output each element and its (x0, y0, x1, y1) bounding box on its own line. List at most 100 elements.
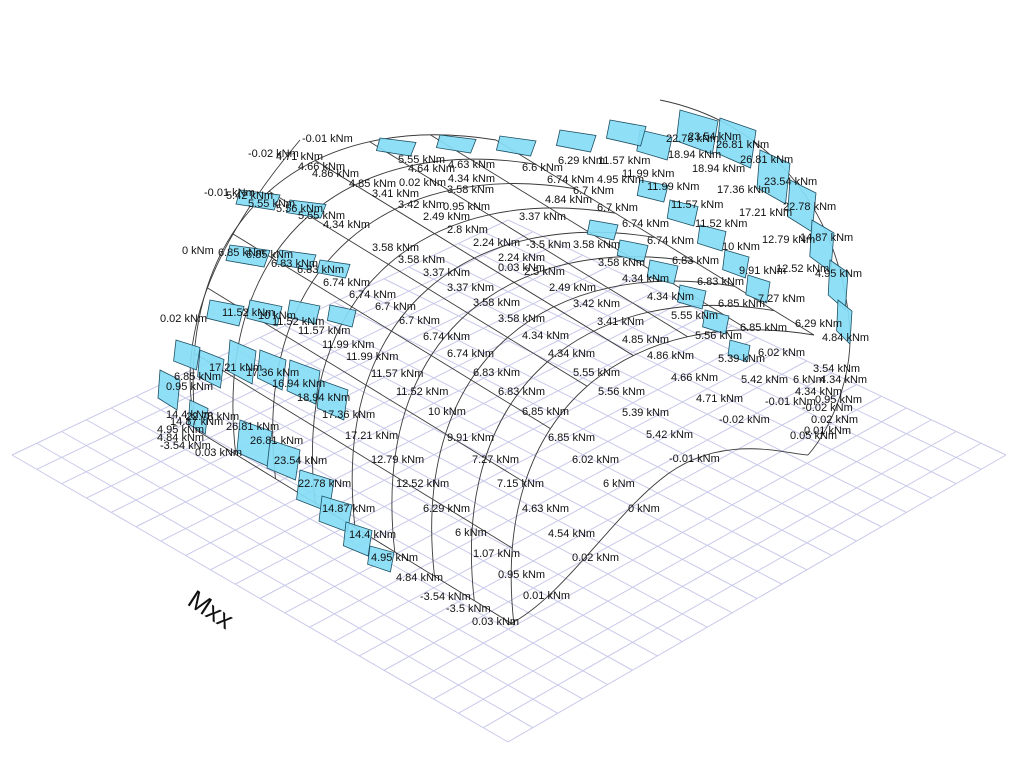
moment-value-label: 4.85 kNm (349, 178, 396, 190)
moment-value-label: 3.58 kNm (372, 242, 419, 254)
moment-value-label: 6.7 kNm (375, 301, 416, 313)
moment-value-label: 14.87 kNm (170, 416, 223, 428)
moment-value-label: 6.74 kNm (647, 235, 694, 247)
moment-value-label: 3.37 kNm (423, 267, 470, 279)
moment-panel (286, 359, 321, 405)
moment-panel (676, 284, 707, 310)
moment-value-label: 2.49 kNm (549, 282, 596, 294)
grid-line (507, 454, 1007, 743)
moment-value-label: 6.29 kNm (558, 155, 605, 167)
moment-value-label: -0.01 kNm (302, 133, 353, 145)
moment-value-label: 3.37 kNm (519, 211, 566, 223)
moment-panel (275, 249, 317, 271)
moment-value-label: 4.71 kNm (696, 393, 743, 405)
grid-line (309, 360, 808, 628)
moment-value-label: 3.58 kNm (573, 239, 620, 251)
moment-panel (226, 339, 257, 385)
moment-value-label: 6.29 kNm (795, 318, 842, 330)
moment-value-label: 6.29 kNm (423, 503, 470, 515)
moment-value-label: 2.8 kNm (447, 224, 488, 236)
moment-value-label: 3.41 kNm (597, 316, 644, 328)
moment-value-label: 9.91 kNm (739, 265, 786, 277)
moment-value-label: -0.02 kNm (248, 148, 299, 160)
moment-panel (187, 399, 209, 435)
moment-value-label: 6.02 kNm (572, 454, 619, 466)
moment-value-label: 5.56 kNm (695, 330, 742, 342)
moment-value-label: 4.66 kNm (671, 372, 718, 384)
moment-panel (646, 259, 679, 285)
moment-value-label: 5.55 kNm (398, 154, 445, 166)
moment-value-label: -3.54 kNm (420, 591, 471, 603)
moment-value-label: 0.02 kNm (572, 552, 619, 564)
moment-panel (173, 339, 201, 371)
moment-value-label: -3.5 kNm (446, 603, 491, 615)
moment-value-label: 6.85 kNm (718, 298, 765, 310)
moment-value-label: 7.27 kNm (758, 293, 805, 305)
moment-value-label: -0.01 kNm (669, 453, 720, 465)
moment-panel (745, 274, 771, 304)
moment-value-label: 11.99 kNm (622, 168, 674, 180)
moment-value-label: 4.84 kNm (822, 332, 869, 344)
moment-value-label: 3.42 kNm (398, 199, 445, 211)
moment-value-label: 4.34 kNm (795, 386, 842, 398)
moment-value-label: 12.79 kNm (371, 454, 424, 466)
moment-value-label: 11.52 kNm (272, 316, 324, 328)
moment-panel (316, 379, 349, 421)
moment-value-label: 6.7 kNm (597, 202, 638, 214)
moment-panel (225, 244, 271, 268)
moment-value-label: 22.78 kNm (298, 478, 351, 490)
moment-value-label: 4.34 kNm (522, 330, 569, 342)
moment-panel (722, 249, 750, 279)
moment-panel (316, 259, 351, 279)
moment-value-label: 11.99 kNm (322, 339, 374, 351)
moment-value-label: 0.95 kNm (443, 201, 490, 213)
moment-value-label: 3.54 kNm (813, 363, 860, 375)
shell-line (268, 190, 588, 387)
moment-value-label: 26.81 kNm (250, 435, 303, 447)
moment-value-label: -0.02 kNm (802, 402, 853, 414)
moment-panel (375, 137, 417, 157)
moment-value-label: 12.52 kNm (396, 478, 449, 490)
moment-value-label: -0.01 kNm (765, 396, 816, 408)
moment-value-label: 17.21 kNm (739, 207, 792, 219)
moment-value-label: 17.21 kNm (209, 362, 262, 374)
moment-panel (715, 117, 757, 169)
moment-value-label: 26.81 kNm (716, 139, 769, 151)
moment-value-label: 5.39 kNm (718, 353, 765, 365)
moment-value-label: 6.83 kNm (697, 276, 744, 288)
moment-value-label: 6 kNm (603, 478, 635, 490)
moment-panel (636, 179, 669, 203)
moment-value-label: 4.34 kNm (820, 374, 867, 386)
moment-value-label: 3.58 kNm (473, 297, 520, 309)
diagram-title: Mxx (183, 584, 239, 635)
moment-value-label: -3.54 kNm (160, 440, 211, 452)
moment-value-label: 0.05 kNm (790, 430, 837, 442)
moment-value-label: 6.85 kNm (740, 322, 787, 334)
moment-value-label: 11.99 kNm (647, 181, 699, 193)
shell-line (495, 139, 815, 336)
moment-value-label: 23.54 kNm (274, 455, 327, 467)
moment-value-label: 4.54 kNm (548, 528, 595, 540)
ground-grid (11, 219, 1007, 743)
moment-value-label: 7.15 kNm (497, 478, 544, 490)
moment-value-label: 18.94 kNm (297, 392, 350, 404)
moment-value-label: 0.03 kNm (195, 447, 242, 459)
moment-value-label: 4.86 kNm (312, 168, 359, 180)
moment-value-label: 6.74 kNm (547, 174, 594, 186)
moment-panel (586, 219, 619, 241)
moment-value-label: 17.21 kNm (345, 430, 398, 442)
moment-value-label: 17.36 kNm (717, 184, 770, 196)
moment-value-label: 0.02 kNm (811, 414, 858, 426)
moment-value-label: 10 kNm (258, 310, 296, 322)
moment-value-label: 22.78 kNm (666, 133, 719, 145)
moment-value-label: 3.42 kNm (573, 298, 620, 310)
moment-value-label: 12.79 kNm (762, 234, 815, 246)
grid-line (358, 384, 857, 657)
moment-panel (555, 129, 597, 153)
moment-value-label: 0 kNm (182, 245, 214, 257)
moment-value-label: 6.85 kNm (218, 247, 265, 259)
moment-value-label: 11.57 kNm (671, 199, 723, 211)
